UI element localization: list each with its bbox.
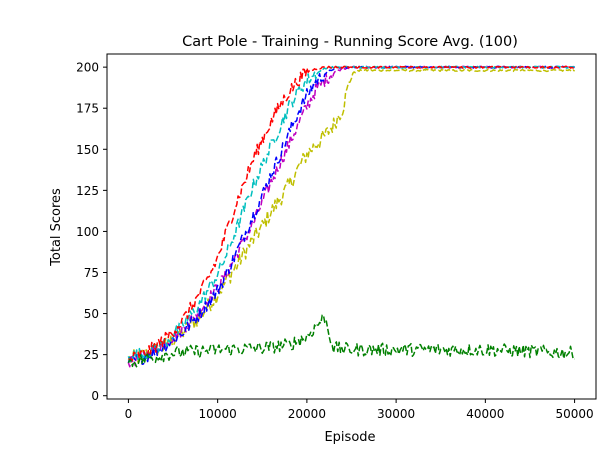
series-line-3 [127, 65, 575, 362]
x-axis-label: Episode [324, 430, 375, 445]
chart-title: Cart Pole - Training - Running Score Avg… [182, 34, 518, 50]
series-layer [127, 65, 576, 368]
y-tick-label: 200 [76, 61, 99, 75]
axes-layer: 0 10000 20000 30000 40000 50000 0 25 50 75 100 125 1… [76, 61, 594, 421]
x-tick-label: 20000 [288, 407, 326, 421]
y-axis-label: Total Scores [49, 188, 64, 267]
series-line-2 [127, 65, 575, 365]
plot-frame [106, 53, 597, 400]
y-tick-label: 25 [84, 348, 99, 362]
y-tick-label: 75 [84, 266, 99, 280]
x-tick-label: 30000 [377, 407, 415, 421]
y-tick-label: 150 [76, 143, 99, 157]
series-line-5 [127, 314, 575, 368]
y-tick-label: 50 [84, 307, 99, 321]
x-tick-label: 50000 [555, 407, 593, 421]
x-tick-label: 10000 [199, 407, 237, 421]
series-line-4 [128, 65, 575, 361]
series-line-0 [127, 68, 576, 364]
y-tick-label: 0 [91, 389, 99, 403]
y-tick-label: 125 [76, 184, 99, 198]
y-tick-label: 100 [76, 225, 99, 239]
x-tick-label: 40000 [466, 407, 504, 421]
y-tick-label: 175 [76, 102, 99, 116]
x-tick-label: 0 [125, 407, 133, 421]
